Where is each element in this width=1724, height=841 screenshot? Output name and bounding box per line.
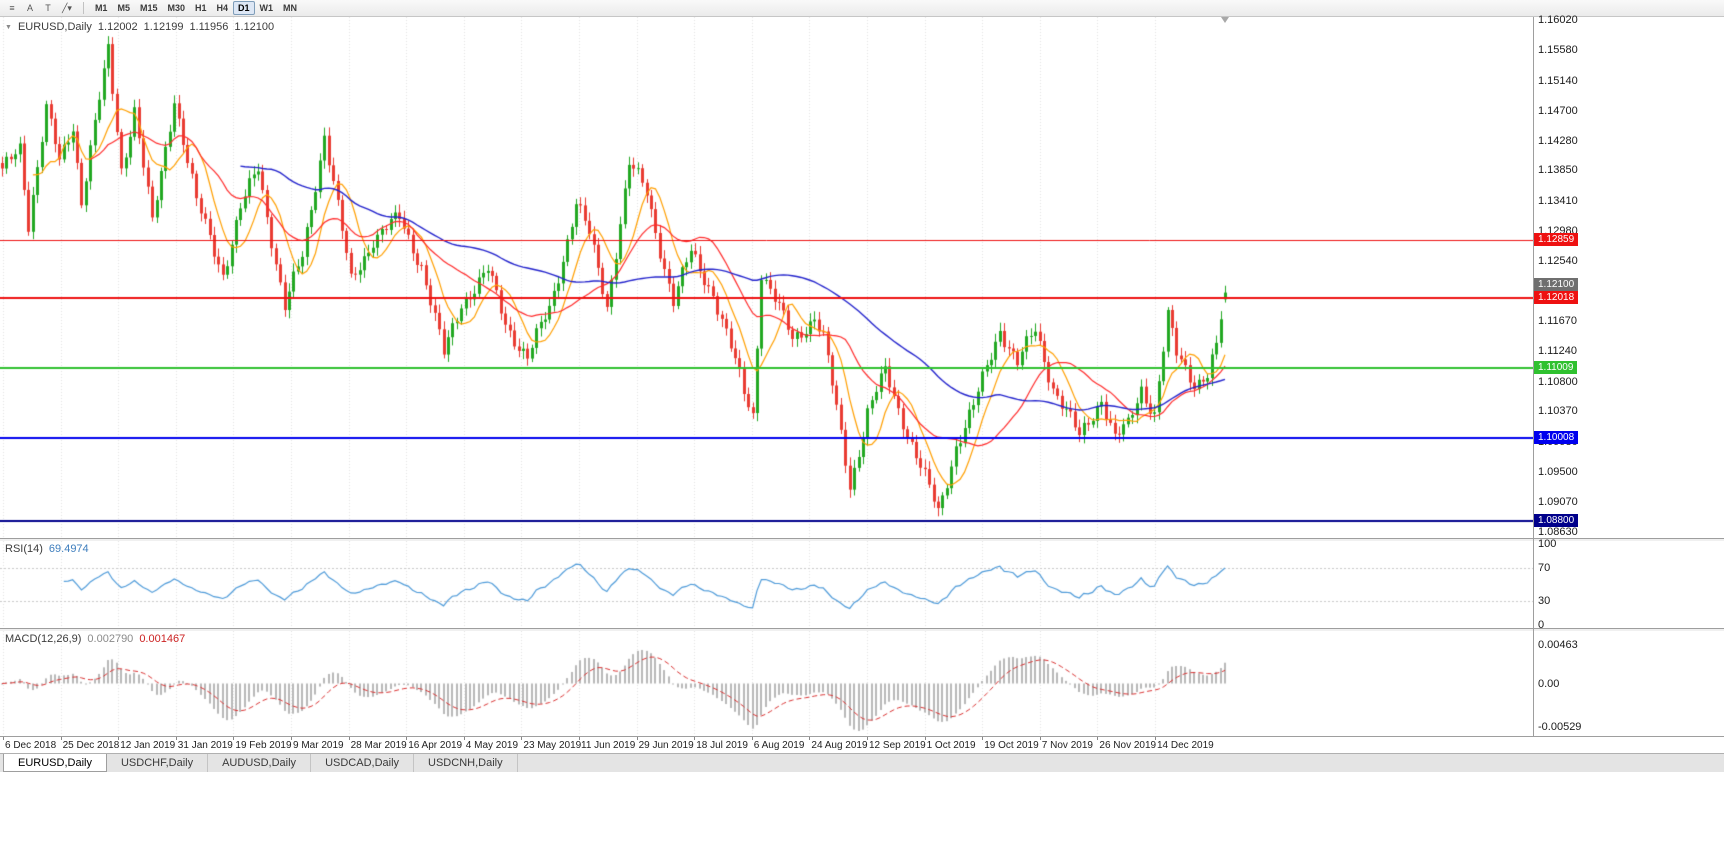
time-tick [521,737,522,740]
time-tick [406,737,407,740]
date-label: 11 Jun 2019 [581,740,636,751]
collapse-arrow-icon[interactable]: ▼ [5,23,12,31]
panel-separator [0,538,1724,541]
time-tick [349,737,350,740]
time-tick [464,737,465,740]
date-label: 26 Nov 2019 [1099,740,1157,751]
timeframe-button-mn[interactable]: MN [283,3,298,13]
chart-tab-audusd[interactable]: AUDUSD,Daily [208,754,312,772]
time-tick [291,737,292,740]
chart-toolbar: ≡ A T ╱▾ M1 M5 M15 M30 H1 H4 D1 W1 MN [0,0,1724,17]
time-tick [1097,737,1098,740]
timeframe-button-m5[interactable]: M5 [117,3,130,13]
timeframe-button-d1[interactable]: D1 [233,1,255,15]
macd-canvas[interactable] [0,631,1533,736]
date-label: 23 May 2019 [523,740,582,751]
macd-value-signal: 0.001467 [139,633,186,645]
time-tick [118,737,119,740]
macd-axis-label: 0.00 [1538,677,1560,690]
time-tick [61,737,62,740]
rsi-value: 69.4974 [48,543,89,555]
tool-group: ≡ A T ╱▾ [3,1,77,15]
chart-tab-usdchf[interactable]: USDCHF,Daily [106,754,209,772]
cursor-mode-button[interactable]: A [26,3,33,13]
time-tick [982,737,983,740]
chart-shift-marker [1221,17,1229,23]
time-tick [867,737,868,740]
timeframe-button-m1[interactable]: M1 [94,3,108,13]
timeframe-button-m15[interactable]: M15 [139,3,158,13]
time-tick [579,737,580,740]
timeframe-button-h4[interactable]: H4 [216,3,229,13]
bottom-filler [0,772,1724,841]
toolbar-separator [82,2,84,14]
rsi-canvas[interactable] [0,541,1533,628]
chart-tab-usdcnh[interactable]: USDCNH,Daily [414,754,518,772]
date-label: 7 Nov 2019 [1041,740,1093,751]
date-label: 1 Oct 2019 [926,740,976,751]
time-tick [176,737,177,740]
timeframe-button-w1[interactable]: W1 [259,3,274,13]
rsi-name: RSI(14) [5,543,43,555]
macd-axis-label: 0.00463 [1538,639,1578,652]
macd-value-main: 0.002790 [87,633,134,645]
text-tool-button[interactable]: T [45,3,51,13]
date-label: 28 Mar 2019 [350,740,407,751]
time-tick [1040,737,1041,740]
time-tick [809,737,810,740]
time-tick [1155,737,1156,740]
rsi-label: RSI(14) 69.4974 [5,543,89,555]
ohlc-low: 1.11956 [189,21,229,33]
date-label: 24 Aug 2019 [811,740,868,751]
symbol-title: EURUSD,Daily [17,21,92,33]
ohlc-high: 1.12199 [143,21,184,33]
date-label: 31 Jan 2019 [177,740,233,751]
rsi-axis-label: 30 [1538,594,1551,607]
chart-tabs: EURUSD,Daily USDCHF,Daily AUDUSD,Daily USDC… [0,753,1724,772]
date-label: 16 Apr 2019 [408,740,463,751]
timeframe-button-h1[interactable]: H1 [195,3,207,13]
time-tick [3,737,4,740]
time-tick [752,737,753,740]
macd-panel: MACD(12,26,9) 0.002790 0.001467 [0,631,1533,736]
date-label: 14 Dec 2019 [1157,740,1214,751]
date-label: 18 Jul 2019 [696,740,748,751]
macd-name: MACD(12,26,9) [5,633,82,645]
date-label: 6 Dec 2018 [5,740,57,751]
macd-label: MACD(12,26,9) 0.002790 0.001467 [5,633,185,645]
line-tools-button[interactable]: ╱▾ [62,2,72,13]
time-axis: 6 Dec 2018 25 Dec 2018 12 Jan 2019 31 Jan 2… [0,736,1724,753]
panel-separator [0,628,1724,631]
time-tick [925,737,926,740]
chart-tab-usdcad[interactable]: USDCAD,Daily [311,754,415,772]
price-axis-border [1533,17,1534,736]
rsi-panel: RSI(14) 69.4974 [0,541,1533,628]
time-tick [637,737,638,740]
date-label: 12 Jan 2019 [120,740,176,751]
objects-list-button[interactable]: ≡ [9,3,15,13]
chart-area: ▼ EURUSD,Daily 1.12002 1.12199 1.11956 1… [0,17,1724,538]
timeframe-button-m30[interactable]: M30 [167,3,185,13]
symbol-info: ▼ EURUSD,Daily 1.12002 1.12199 1.11956 1… [5,21,274,33]
ohlc-open: 1.12002 [97,21,138,33]
date-label: 25 Dec 2018 [62,740,120,751]
date-label: 4 May 2019 [465,740,519,751]
rsi-axis-label: 70 [1538,562,1551,575]
chart-tab-eurusd[interactable]: EURUSD,Daily [3,754,107,772]
timeframe-group: M1 M5 M15 M30 H1 H4 D1 W1 MN [90,1,302,15]
macd-axis-label: -0.00529 [1538,721,1582,734]
date-label: 19 Oct 2019 [984,740,1039,751]
time-tick [233,737,234,740]
price-chart-canvas[interactable] [0,17,1533,538]
date-label: 6 Aug 2019 [753,740,805,751]
date-label: 19 Feb 2019 [235,740,292,751]
date-label: 12 Sep 2019 [869,740,926,751]
time-tick [694,737,695,740]
ohlc-close: 1.12100 [234,21,275,33]
date-label: 9 Mar 2019 [293,740,344,751]
date-label: 29 Jun 2019 [638,740,694,751]
